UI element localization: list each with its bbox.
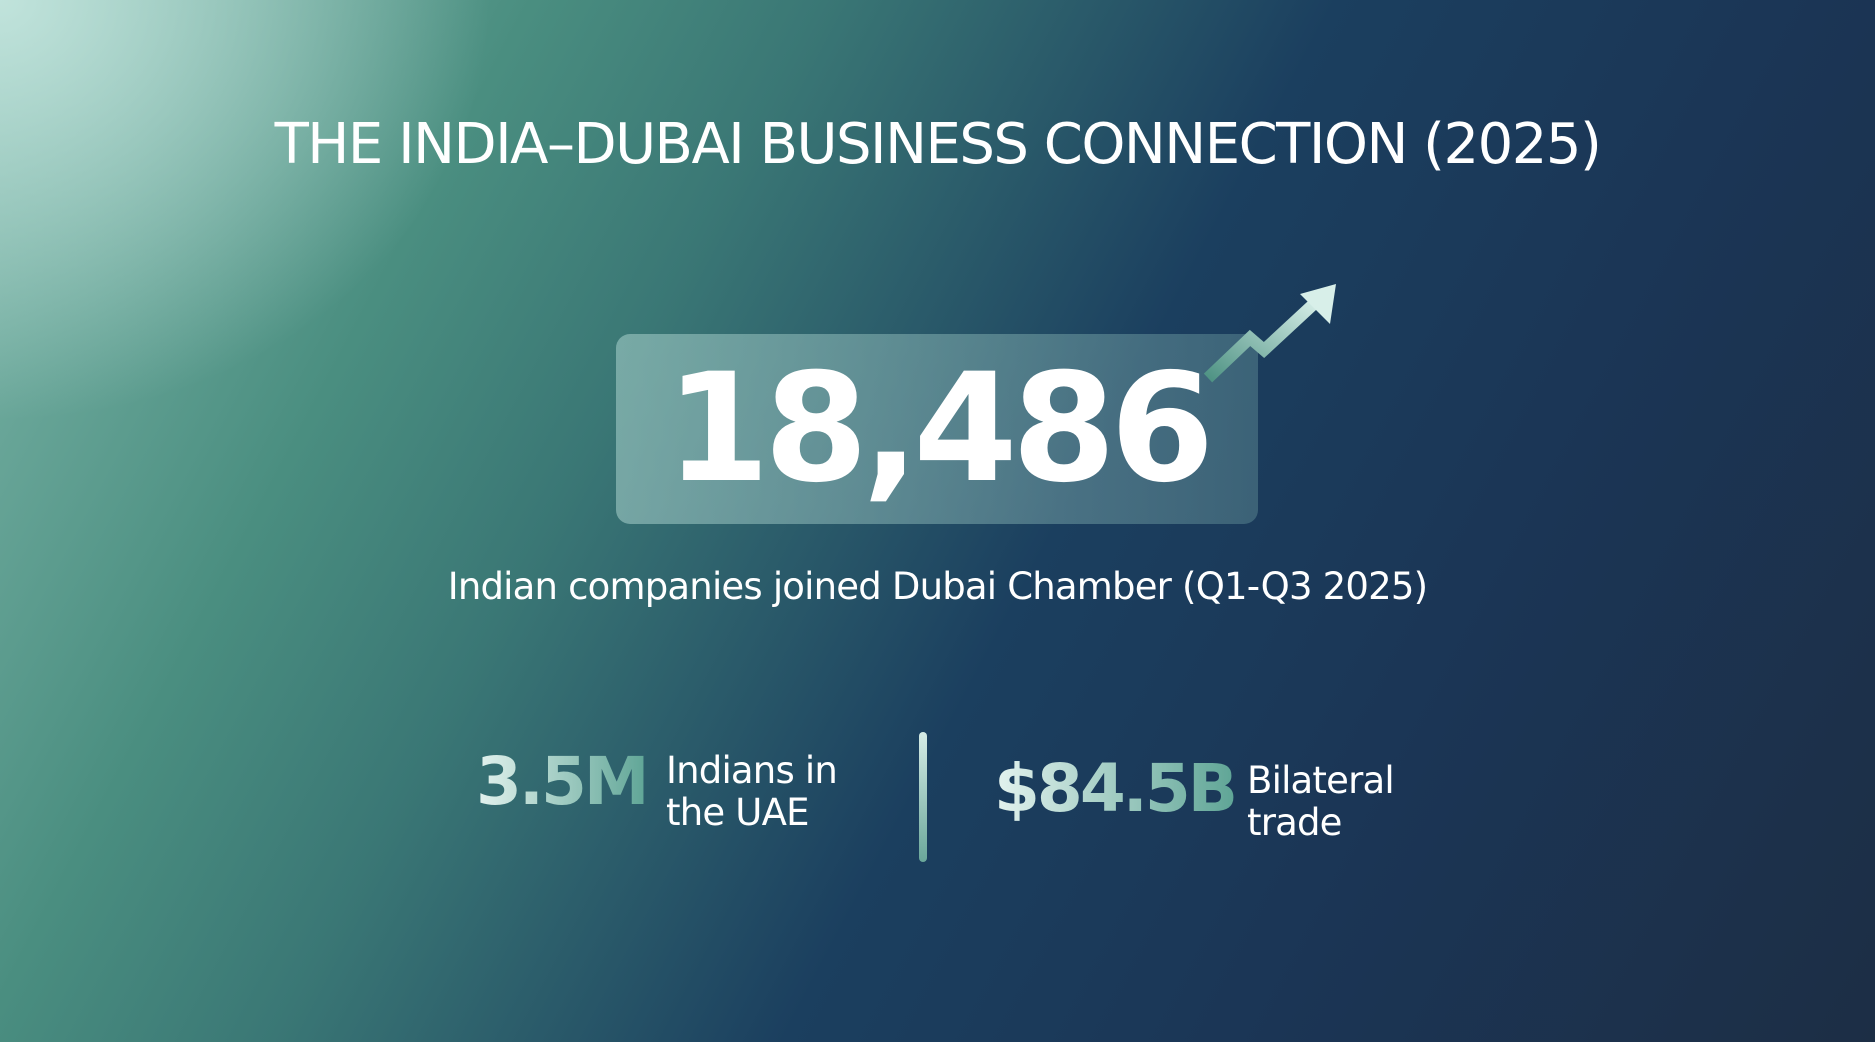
divider [919,732,927,862]
stat-label-line: Indians in [666,749,838,792]
stat-label-line: the UAE [666,791,809,834]
stat-value: $84.5B [994,750,1238,827]
stat-label: Bilateral trade [1247,759,1395,844]
headline-box [616,334,1258,524]
stat-label-line: Bilateral [1247,759,1395,802]
title: THE INDIA–DUBAI BUSINESS CONNECTION (202… [274,112,1602,177]
headline-caption: Indian companies joined Dubai Chamber (Q… [447,565,1428,608]
stat-label: Indians in the UAE [666,749,838,834]
stat-value: 3.5M [476,743,650,820]
headline-value: 18,486 [665,342,1215,516]
stat-label-line: trade [1247,801,1342,844]
trend-arrow [1203,284,1336,383]
